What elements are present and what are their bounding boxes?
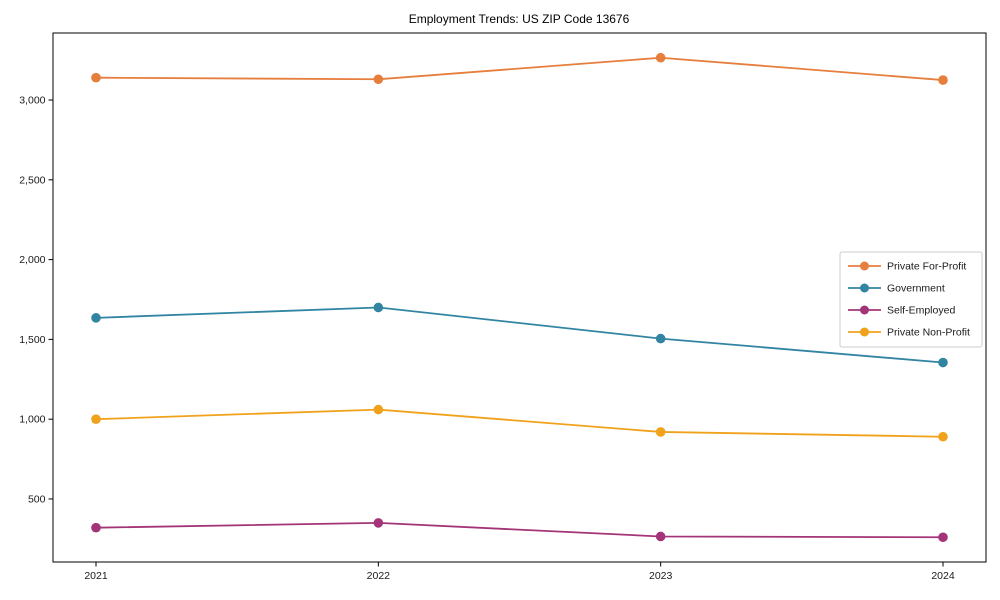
marker-government-2021 xyxy=(91,313,101,323)
legend-marker-government xyxy=(860,283,869,293)
marker-private-for-profit-2023 xyxy=(655,52,666,63)
y-tick-label-1500: 1,500 xyxy=(19,334,45,346)
legend: Private For-Profit Government Self-Employe… xyxy=(839,251,983,348)
legend-marker-private-non-profit xyxy=(860,327,869,337)
marker-government-2024 xyxy=(938,357,948,368)
marker-private-for-profit-2021 xyxy=(91,72,101,83)
series-group xyxy=(91,52,948,543)
legend-box xyxy=(839,251,983,348)
y-tick-label-500: 500 xyxy=(28,493,46,505)
legend-marker-private-for-profit xyxy=(860,261,869,271)
y-axis: 500 1,000 1,500 2,000 2,500 3,000 xyxy=(19,95,53,505)
marker-private-non-profit-2021 xyxy=(91,414,101,424)
marker-government-2023 xyxy=(655,333,666,344)
marker-private-for-profit-2022 xyxy=(373,74,384,85)
legend-label-private-non-profit: Private Non-Profit xyxy=(887,327,970,339)
series-line-private-for-profit xyxy=(95,56,944,81)
x-tick-label-2023: 2023 xyxy=(649,570,673,582)
marker-self-employed-2022 xyxy=(373,518,384,528)
x-tick-label-2021: 2021 xyxy=(84,570,108,582)
marker-self-employed-2024 xyxy=(938,532,948,543)
marker-private-for-profit-2024 xyxy=(938,75,948,85)
y-tick-label-1000: 1,000 xyxy=(19,414,45,426)
y-tick-label-3000: 3,000 xyxy=(19,95,45,107)
marker-self-employed-2021 xyxy=(91,522,101,533)
marker-private-non-profit-2023 xyxy=(655,427,666,437)
legend-label-self-employed: Self-Employed xyxy=(887,305,955,317)
legend-label-government: Government xyxy=(887,283,945,295)
series-line-private-non-profit xyxy=(95,408,944,438)
legend-label-private-for-profit: Private For-Profit xyxy=(887,261,966,273)
y-tick-label-2500: 2,500 xyxy=(19,174,45,186)
marker-private-non-profit-2022 xyxy=(373,404,384,415)
series-line-self-employed xyxy=(95,522,944,539)
series-line-government xyxy=(95,306,944,364)
legend-marker-self-employed xyxy=(860,305,869,315)
x-tick-label-2022: 2022 xyxy=(367,570,391,582)
plot-area-border xyxy=(52,32,987,563)
y-tick-label-2000: 2,000 xyxy=(19,254,45,266)
marker-self-employed-2023 xyxy=(655,531,666,542)
x-tick-label-2024: 2024 xyxy=(931,570,955,582)
chart-title: Employment Trends: US ZIP Code 13676 xyxy=(409,12,630,26)
marker-private-non-profit-2024 xyxy=(938,431,948,442)
marker-government-2022 xyxy=(373,302,384,313)
x-axis: 2021 2022 2023 2024 xyxy=(84,562,955,582)
